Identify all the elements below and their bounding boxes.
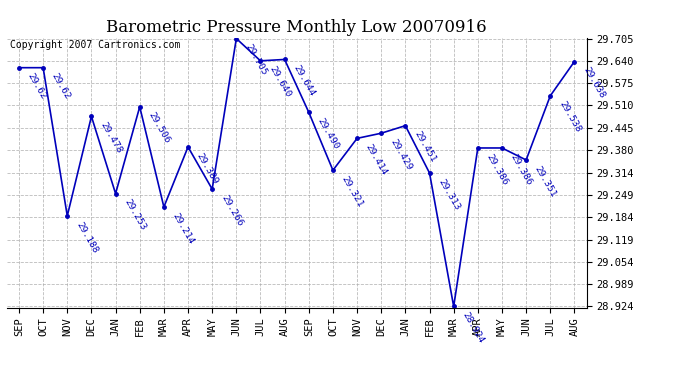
Text: 29.490: 29.490 — [316, 117, 341, 151]
Text: 29.386: 29.386 — [509, 152, 534, 186]
Title: Barometric Pressure Monthly Low 20070916: Barometric Pressure Monthly Low 20070916 — [106, 19, 487, 36]
Text: 29.640: 29.640 — [268, 65, 293, 99]
Text: 29.705: 29.705 — [244, 43, 268, 77]
Text: 29.506: 29.506 — [147, 111, 172, 146]
Text: 29.429: 29.429 — [388, 137, 413, 172]
Text: 29.386: 29.386 — [485, 152, 510, 186]
Text: 29.188: 29.188 — [75, 220, 99, 255]
Text: 29.389: 29.389 — [195, 151, 220, 186]
Text: 29.414: 29.414 — [364, 142, 389, 177]
Text: 28.924: 28.924 — [461, 310, 486, 345]
Text: 29.62: 29.62 — [50, 72, 72, 101]
Text: 29.62: 29.62 — [26, 72, 48, 101]
Text: 29.266: 29.266 — [219, 193, 244, 228]
Text: 29.321: 29.321 — [340, 174, 365, 209]
Text: 29.644: 29.644 — [292, 64, 317, 98]
Text: 29.253: 29.253 — [123, 198, 148, 232]
Text: 29.478: 29.478 — [99, 121, 124, 155]
Text: 29.313: 29.313 — [437, 177, 462, 212]
Text: 29.638: 29.638 — [582, 66, 607, 100]
Text: 29.214: 29.214 — [171, 211, 196, 246]
Text: Copyright 2007 Cartronics.com: Copyright 2007 Cartronics.com — [10, 40, 180, 50]
Text: 29.538: 29.538 — [558, 100, 582, 134]
Text: 29.351: 29.351 — [533, 164, 558, 198]
Text: 29.451: 29.451 — [413, 130, 437, 164]
